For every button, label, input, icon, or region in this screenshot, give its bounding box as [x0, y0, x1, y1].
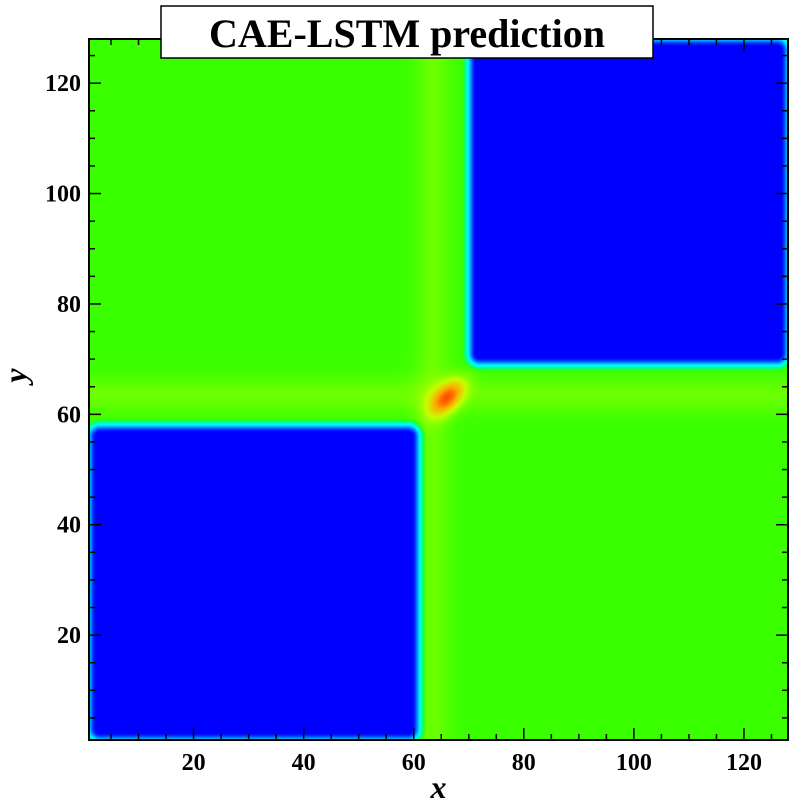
x-tick-label: 120 [726, 750, 762, 776]
y-tick-label: 80 [57, 292, 81, 318]
title-box [160, 5, 654, 59]
y-tick-label: 60 [57, 402, 81, 428]
chart-title: CAE-LSTM prediction [209, 11, 605, 56]
y-tick-label: 120 [45, 71, 81, 97]
title-group: CAE-LSTM prediction [160, 5, 654, 59]
y-tick-label: 40 [57, 513, 81, 539]
x-tick-label: 60 [402, 750, 426, 776]
y-tick-label: 20 [57, 623, 81, 649]
x-axis-label: x [430, 769, 447, 804]
y-tick-label: 100 [45, 182, 81, 208]
x-tick-label: 20 [182, 750, 206, 776]
x-tick-label: 40 [292, 750, 316, 776]
heatmap-image [89, 39, 788, 740]
plot-area [88, 38, 789, 741]
y-axis-label: y [0, 368, 33, 387]
x-tick-label: 80 [512, 750, 536, 776]
x-tick-label: 100 [616, 750, 652, 776]
